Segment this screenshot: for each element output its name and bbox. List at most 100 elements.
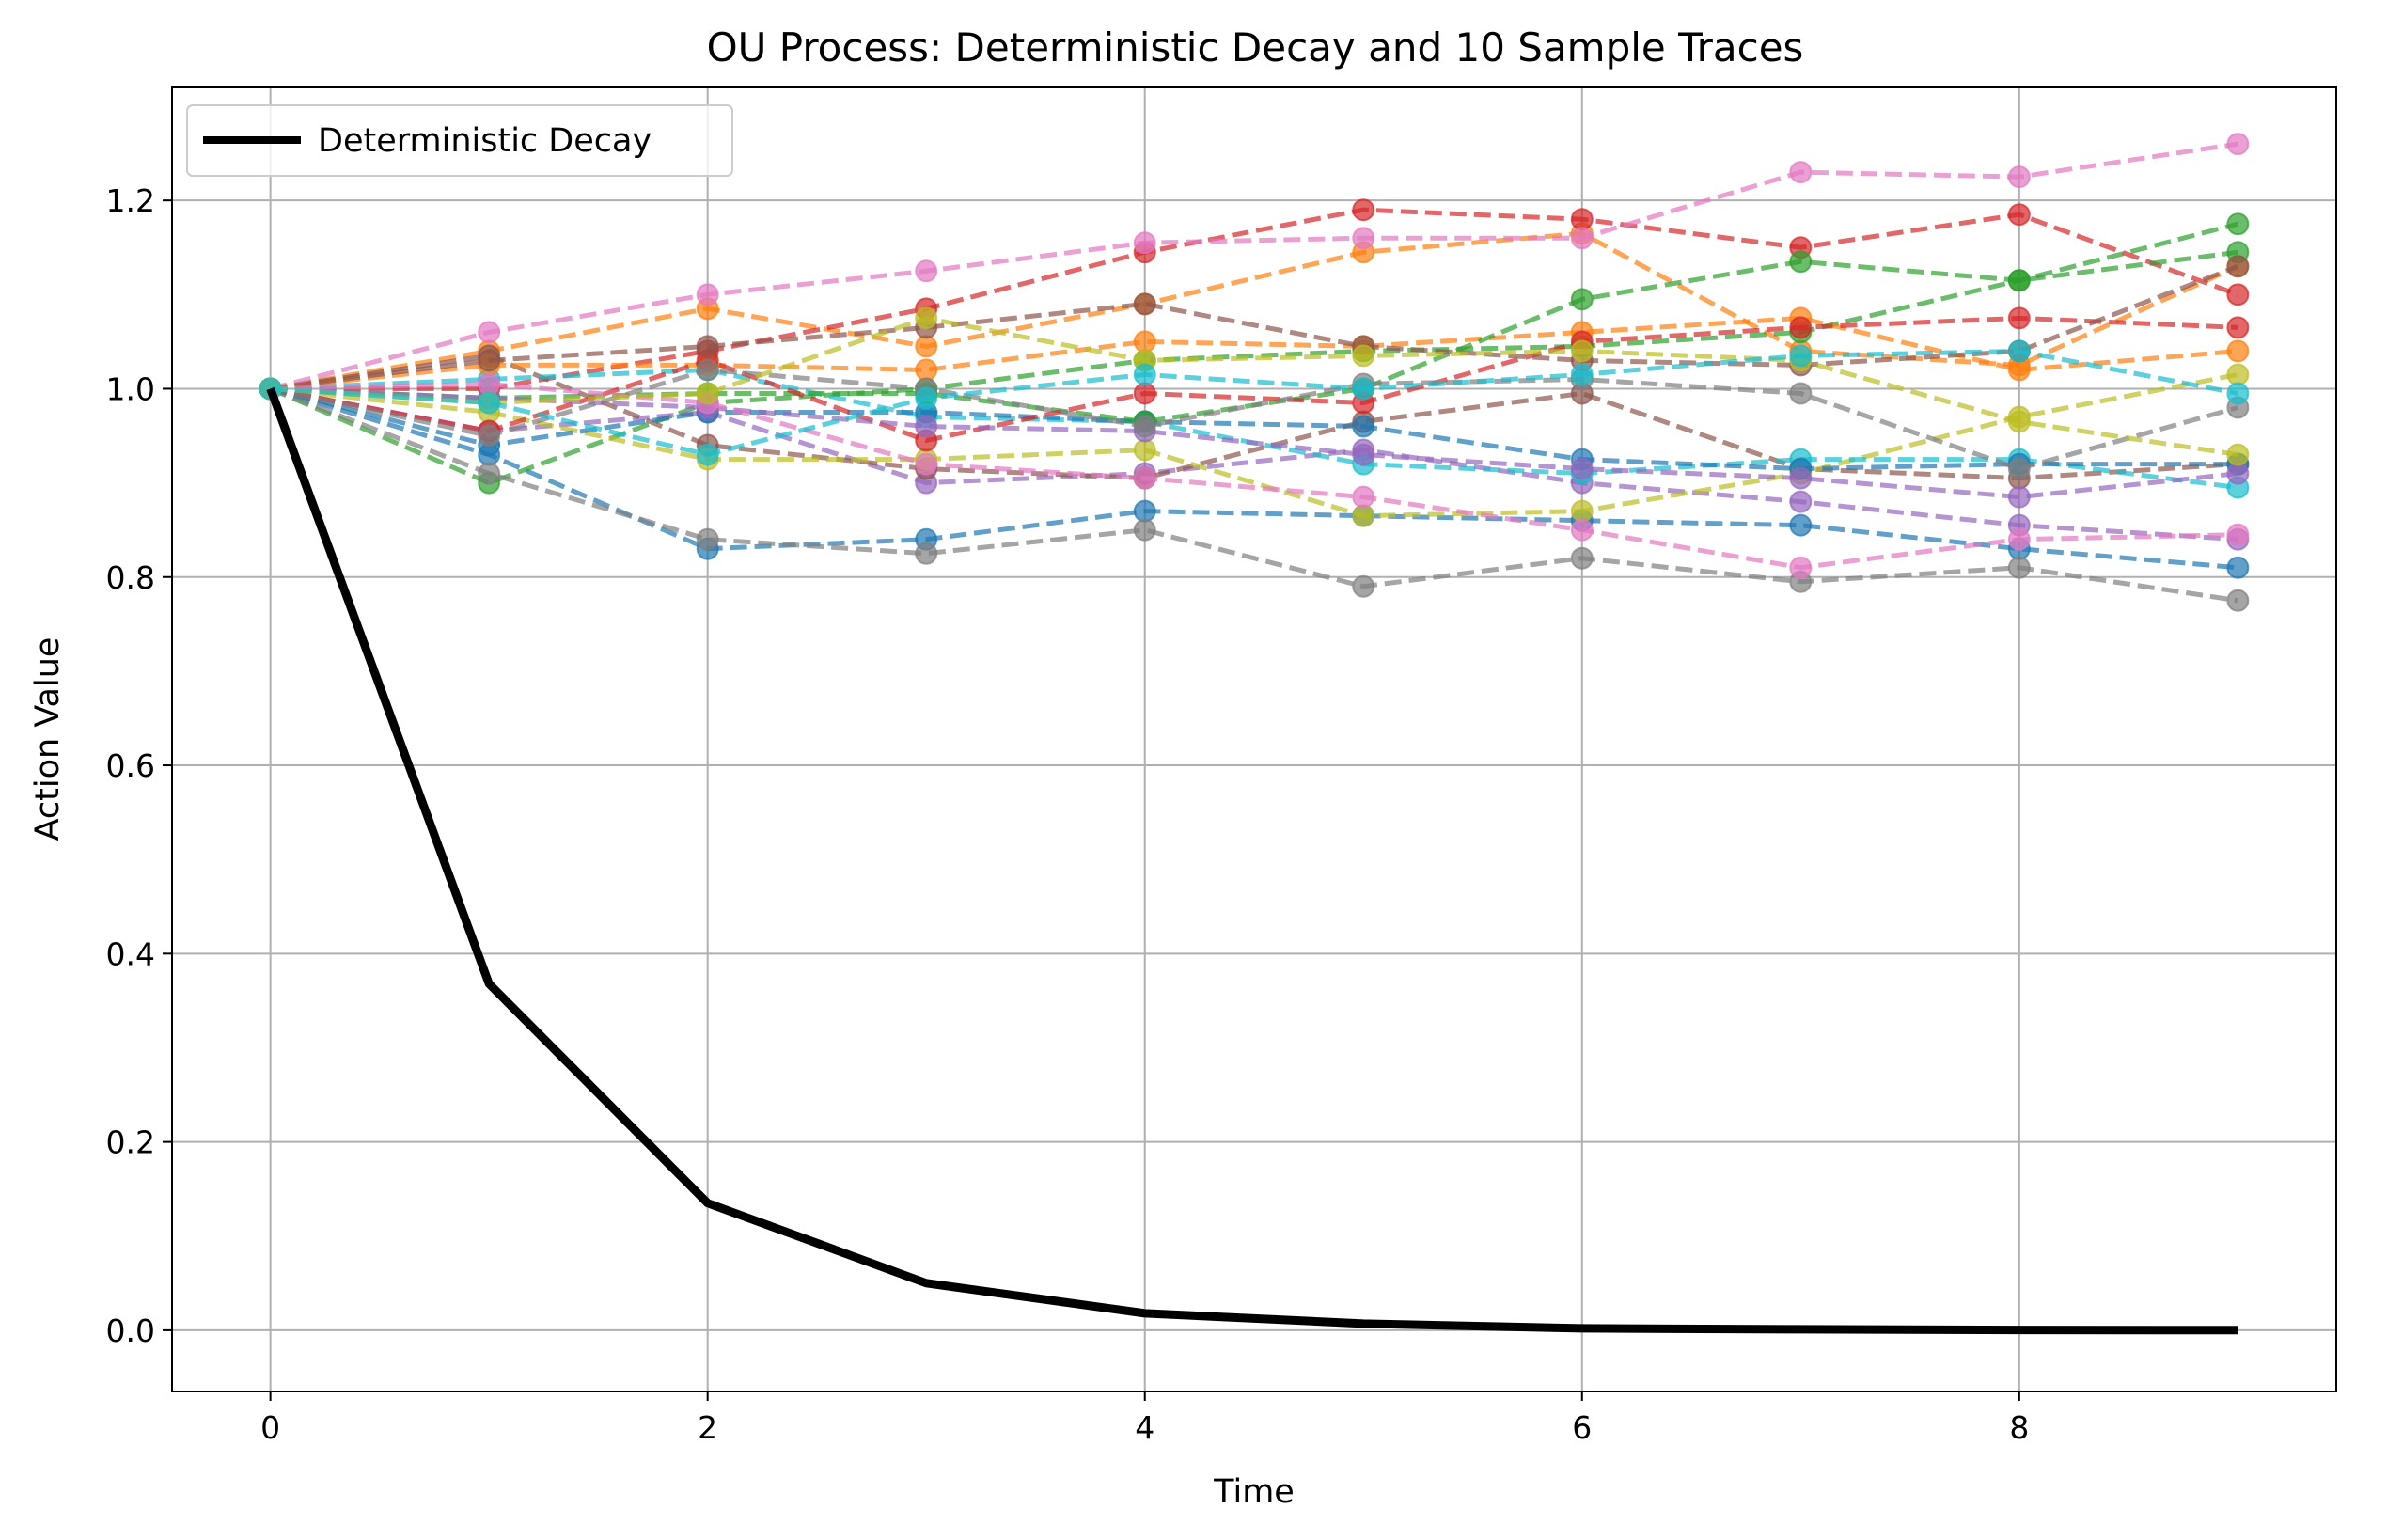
- sample-trace-point: [2227, 317, 2248, 338]
- sample-trace-point: [1790, 492, 1811, 512]
- sample-trace-point: [2227, 383, 2248, 403]
- sample-trace-point: [1135, 293, 1155, 314]
- chart-title: OU Process: Deterministic Decay and 10 S…: [707, 24, 1804, 71]
- sample-trace-point: [698, 529, 718, 550]
- sample-trace-point: [1572, 520, 1593, 541]
- sample-trace-point: [698, 336, 718, 356]
- sample-trace-point: [479, 464, 499, 484]
- sample-trace-point: [916, 307, 936, 328]
- sample-trace-point: [1790, 317, 1811, 338]
- sample-trace-point: [2009, 166, 2030, 187]
- sample-trace-point: [916, 336, 936, 356]
- sample-trace-point: [2227, 558, 2248, 578]
- sample-trace-point: [916, 359, 936, 380]
- x-tick-label: 0: [260, 1409, 280, 1446]
- sample-trace-point: [1135, 468, 1155, 489]
- sample-trace-point: [1572, 459, 1593, 479]
- x-tick-label: 4: [1135, 1409, 1154, 1446]
- sample-trace-point: [479, 322, 499, 342]
- sample-trace-point: [1572, 501, 1593, 522]
- sample-trace-point: [2227, 213, 2248, 234]
- sample-trace-point: [1572, 228, 1593, 248]
- sample-trace-point: [1572, 364, 1593, 385]
- y-tick-label: 0.0: [106, 1312, 155, 1349]
- sample-trace-point: [1790, 468, 1811, 489]
- sample-trace-point: [2009, 307, 2030, 328]
- legend: Deterministic Decay: [187, 105, 732, 176]
- sample-trace-11: [260, 378, 2249, 479]
- sample-trace-point: [2227, 284, 2248, 305]
- legend-label-deterministic: Deterministic Decay: [318, 122, 652, 160]
- sample-trace-point: [2227, 134, 2248, 154]
- x-tick-label: 8: [2009, 1409, 2029, 1446]
- sample-trace-point: [2227, 364, 2248, 385]
- sample-trace-point: [2227, 256, 2248, 276]
- y-axis-label: Action Value: [29, 637, 67, 841]
- sample-trace-point: [916, 543, 936, 564]
- sample-trace-point: [1790, 251, 1811, 272]
- sample-trace-point: [2009, 270, 2030, 291]
- sample-trace-point: [1353, 228, 1374, 248]
- y-tick-label: 0.6: [106, 747, 155, 784]
- sample-trace-point: [2227, 464, 2248, 484]
- sample-trace-point: [2009, 459, 2030, 479]
- sample-trace-14: [260, 307, 2249, 450]
- y-tick-label: 0.8: [106, 559, 155, 596]
- x-tick-label: 2: [698, 1409, 717, 1446]
- sample-trace-point: [1135, 501, 1155, 522]
- sample-trace-point: [698, 284, 718, 305]
- sample-trace-point: [1353, 487, 1374, 508]
- sample-trace-point: [2009, 529, 2030, 550]
- sample-trace-point: [1790, 162, 1811, 182]
- sample-trace-point: [1790, 515, 1811, 536]
- sample-trace-point: [1353, 199, 1374, 220]
- sample-trace-point: [1353, 416, 1374, 437]
- sample-trace-point: [1135, 383, 1155, 403]
- sample-trace-point: [479, 350, 499, 370]
- sample-trace-point: [2009, 204, 2030, 225]
- sample-trace-point: [1353, 506, 1374, 526]
- sample-trace-point: [1790, 383, 1811, 403]
- y-tick-label: 0.2: [106, 1124, 155, 1161]
- y-tick-label: 1.2: [106, 182, 155, 219]
- sample-trace-point: [1353, 445, 1374, 465]
- x-axis-label: Time: [1213, 1473, 1295, 1511]
- sample-trace-point: [479, 373, 499, 394]
- sample-trace-point: [2009, 487, 2030, 508]
- sample-trace-point: [916, 260, 936, 281]
- sample-trace-point: [1353, 378, 1374, 399]
- sample-trace-2: [260, 223, 2249, 399]
- sample-trace-point: [916, 454, 936, 475]
- deterministic-layer: [271, 388, 2238, 1329]
- sample-trace-point: [916, 387, 936, 408]
- sample-trace-line: [271, 266, 2238, 388]
- deterministic-decay-line: [271, 388, 2238, 1329]
- sample-trace-point: [1572, 548, 1593, 569]
- sample-trace-point: [1790, 558, 1811, 578]
- sample-trace-point: [2227, 340, 2248, 361]
- sample-trace-point: [916, 416, 936, 437]
- sample-trace-point: [2227, 525, 2248, 545]
- sample-trace-point: [698, 383, 718, 403]
- sample-trace-point: [1790, 345, 1811, 366]
- sample-trace-point: [2227, 445, 2248, 465]
- sample-trace-point: [2227, 590, 2248, 611]
- sample-trace-point: [1135, 416, 1155, 437]
- sample-trace-point: [1135, 232, 1155, 253]
- y-tick-label: 0.4: [106, 935, 155, 972]
- sample-trace-point: [698, 445, 718, 465]
- sample-trace-point: [1353, 576, 1374, 597]
- sample-trace-point: [1135, 364, 1155, 385]
- sample-trace-point: [698, 359, 718, 380]
- sample-trace-point: [2009, 359, 2030, 380]
- sample-trace-point: [479, 392, 499, 413]
- sample-trace-point: [1353, 345, 1374, 366]
- sample-traces: [260, 134, 2249, 611]
- sample-trace-point: [1135, 440, 1155, 461]
- sample-trace-4: [260, 199, 2249, 399]
- sample-trace-16: [260, 256, 2249, 399]
- sample-trace-point: [2009, 412, 2030, 432]
- sample-trace-point: [1135, 520, 1155, 541]
